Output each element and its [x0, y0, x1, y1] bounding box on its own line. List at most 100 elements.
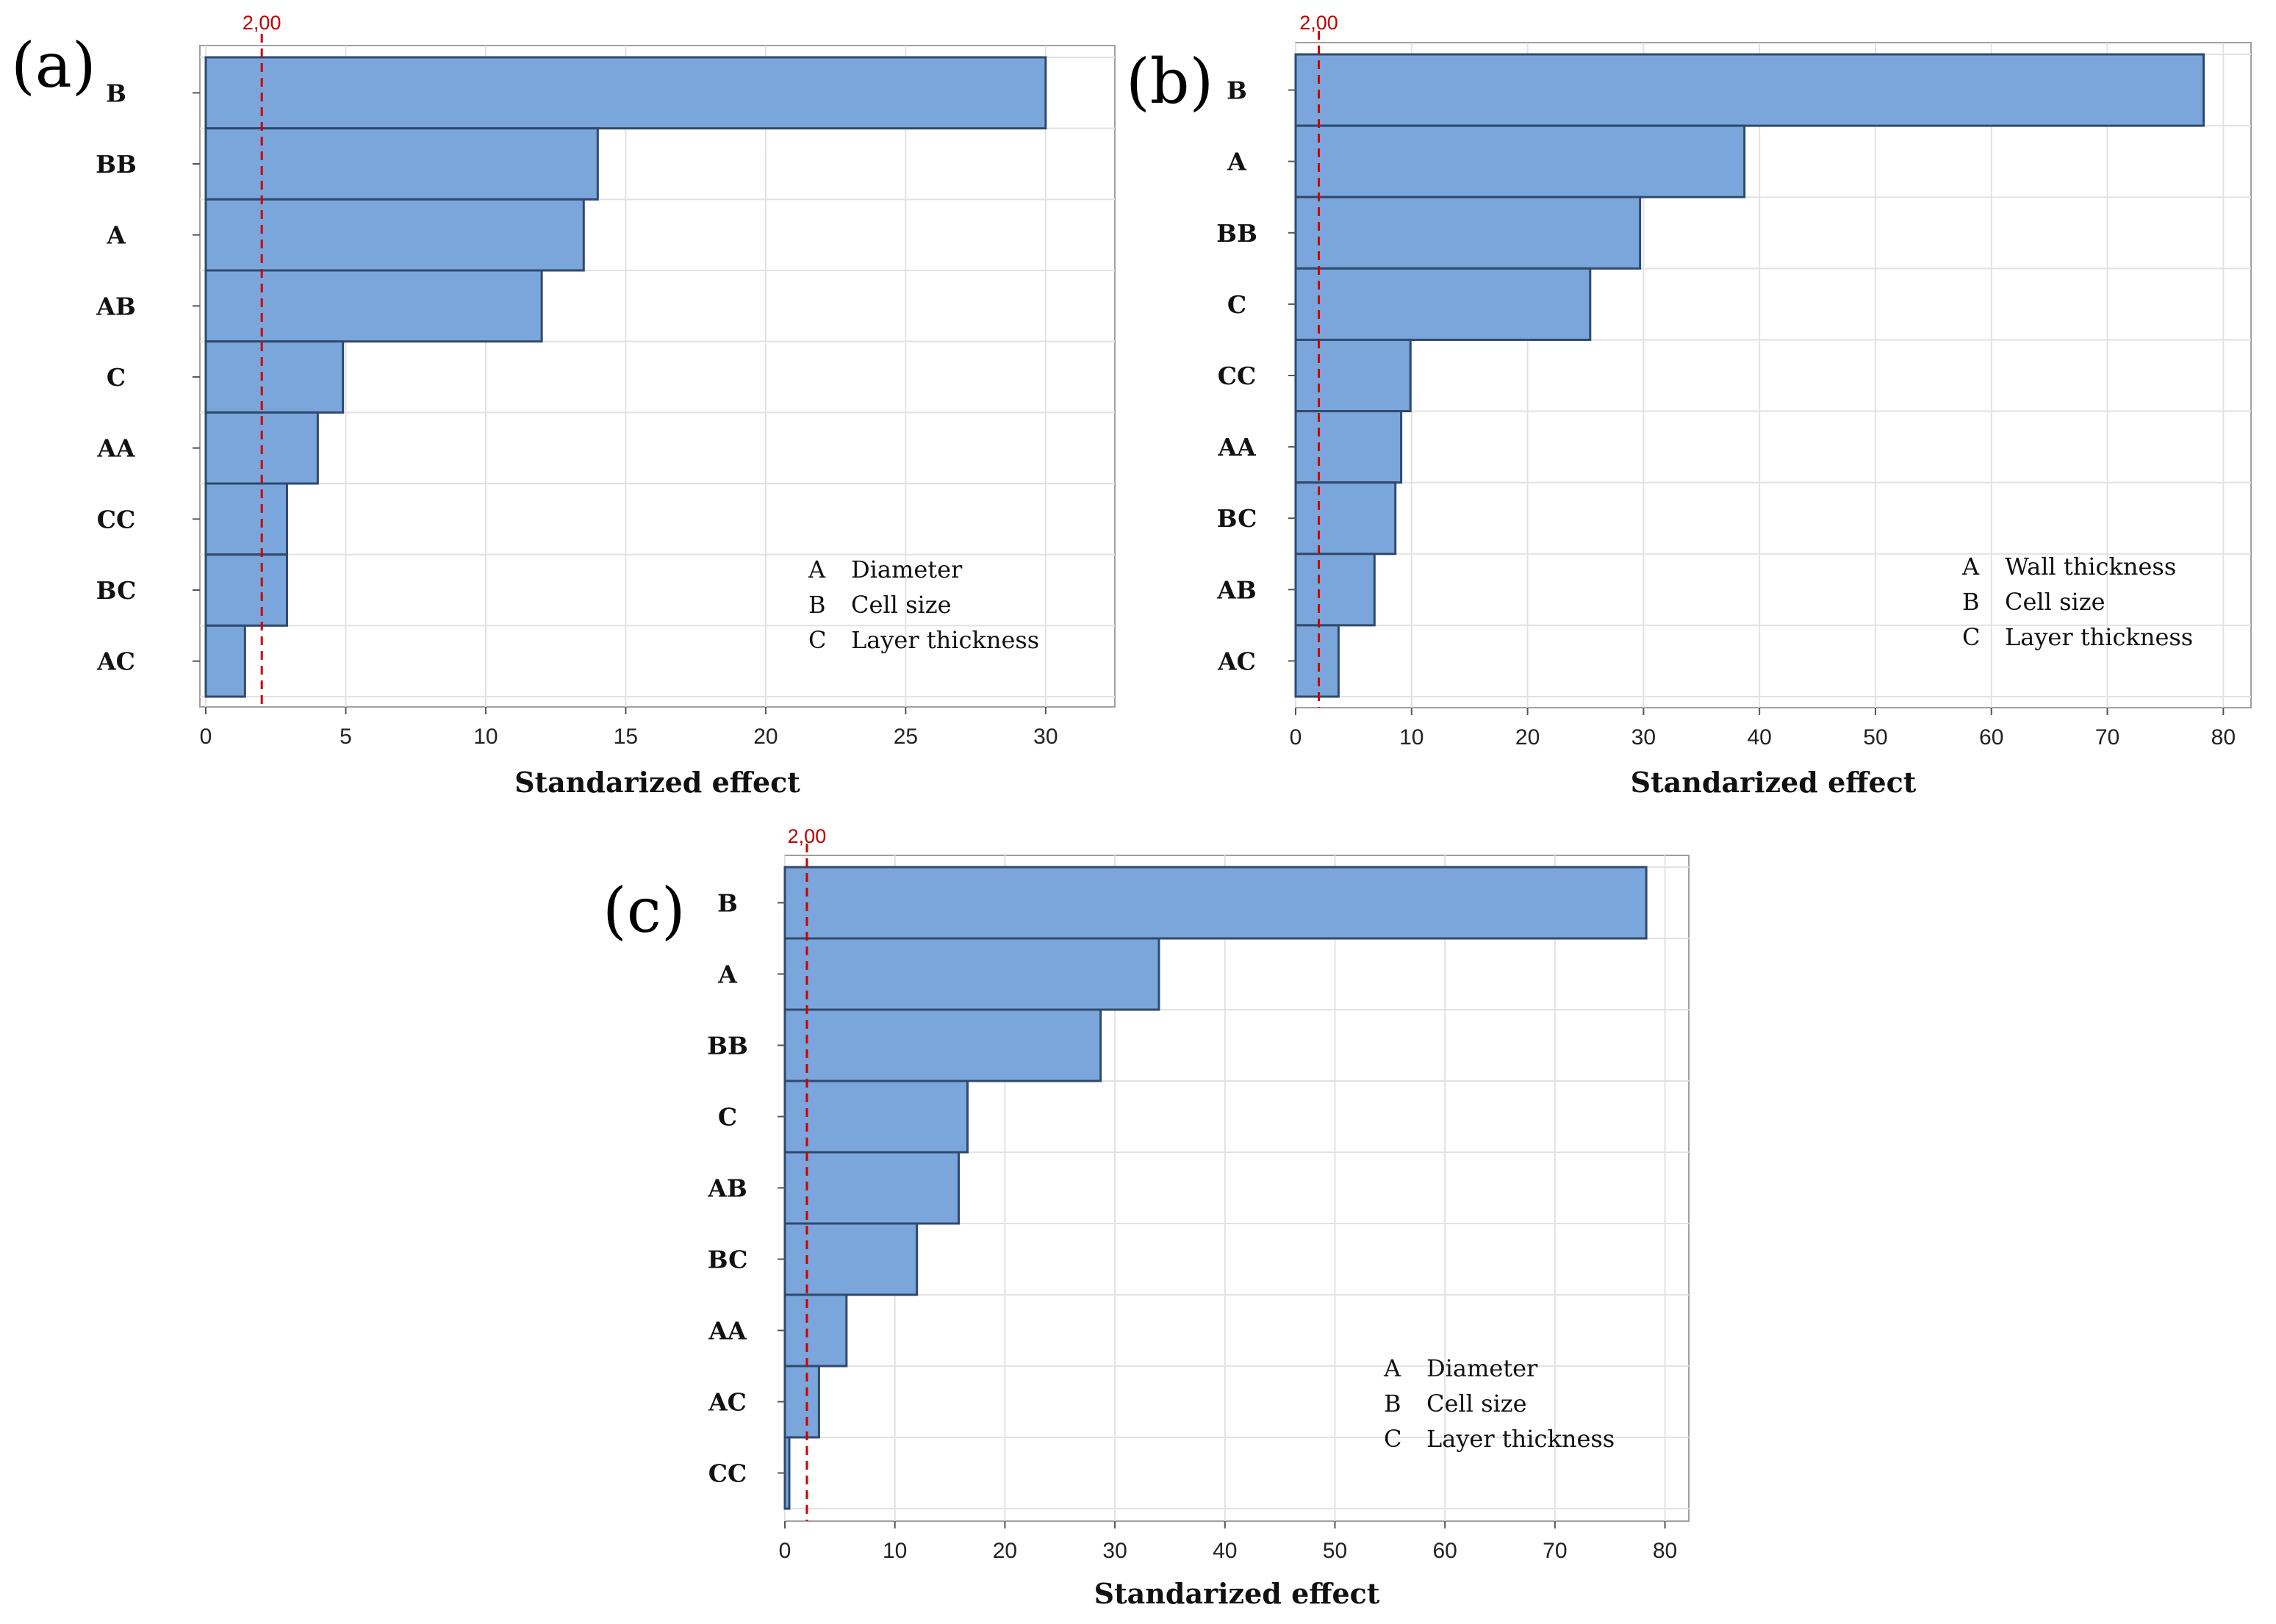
bar-bc [1294, 481, 1397, 556]
bar-b [783, 866, 1648, 940]
bar-bc [783, 1222, 919, 1296]
bar-c [783, 1079, 969, 1154]
category-label: AA [708, 1317, 747, 1345]
category-label: CC [708, 1459, 747, 1488]
bar-ac [783, 1365, 820, 1439]
bar-ac [204, 624, 246, 698]
bar-ab [204, 269, 543, 343]
x-tick-label: 10 [473, 725, 498, 749]
x-axis-title: Standarized effect [1094, 1577, 1380, 1610]
x-tick-label: 20 [993, 1539, 1017, 1563]
category-label: A [1227, 148, 1246, 176]
category-label: AA [96, 434, 135, 463]
x-tick-label: 10 [1399, 725, 1424, 750]
category-label: AB [1216, 575, 1257, 604]
bar-ab [783, 1151, 961, 1225]
x-tick-label: 20 [753, 725, 778, 749]
category-label: AC [96, 647, 135, 676]
bar-a [1294, 124, 1746, 198]
legend-key: B [808, 591, 826, 619]
x-tick-label: 30 [1033, 725, 1058, 749]
category-label: BC [96, 576, 137, 605]
bar-cc [783, 1436, 791, 1510]
bar-aa [783, 1293, 848, 1368]
category-label: B [1227, 76, 1247, 105]
x-axis-title: Standarized effect [1631, 766, 1917, 799]
x-tick-label: 30 [1102, 1539, 1127, 1563]
bar-c [1294, 267, 1592, 341]
legend-label: Cell size [2005, 588, 2106, 616]
category-label: BC [708, 1246, 748, 1274]
legend-label: Diameter [851, 556, 963, 583]
bar-bb [1294, 195, 1642, 270]
legend-key: B [1384, 1390, 1401, 1418]
legend-key: B [1962, 588, 1980, 616]
category-label: C [107, 363, 126, 392]
x-tick-label: 60 [1979, 725, 2003, 750]
legend-label: Cell size [851, 591, 952, 619]
bar-aa [1294, 410, 1403, 484]
bar-a [783, 937, 1160, 1011]
x-tick-label: 15 [614, 725, 638, 749]
category-label: B [106, 79, 126, 107]
x-tick-label: 5 [340, 725, 352, 749]
bar-bb [204, 127, 599, 201]
category-label: BB [707, 1032, 748, 1060]
x-tick-label: 70 [1543, 1539, 1567, 1563]
category-label: BB [1216, 219, 1257, 248]
legend-label: Layer thickness [1426, 1425, 1615, 1453]
panel-label: (c) [603, 874, 686, 946]
legend-label: Diameter [1426, 1354, 1538, 1382]
legend-key: A [1961, 553, 1980, 581]
x-tick-label: 0 [200, 725, 212, 749]
category-label: A [106, 221, 126, 250]
category-label: AB [96, 292, 136, 320]
category-label: BB [96, 150, 137, 179]
panel-label: (a) [11, 29, 96, 101]
x-axis-title: Standarized effect [514, 766, 800, 799]
category-label: BC [1217, 504, 1257, 533]
legend-label: Cell size [1426, 1390, 1527, 1418]
bar-cc [1294, 338, 1412, 413]
bar-bb [783, 1008, 1102, 1082]
x-tick-label: 0 [1290, 725, 1302, 750]
legend-key: C [1384, 1425, 1401, 1453]
bar-cc [204, 482, 288, 556]
category-label: C [1227, 290, 1246, 319]
legend-key: C [1962, 623, 1980, 651]
x-tick-label: 25 [894, 725, 918, 749]
legend-key: A [1383, 1354, 1401, 1382]
category-label: C [718, 1103, 737, 1132]
bar-b [1294, 53, 2205, 127]
category-label: CC [1218, 362, 1257, 390]
x-tick-label: 10 [883, 1539, 907, 1563]
bar-ac [1294, 624, 1340, 698]
x-tick-label: 50 [1323, 1539, 1347, 1563]
bar-b [204, 56, 1047, 130]
reference-line-label: 2,00 [243, 12, 281, 34]
category-label: AC [708, 1388, 747, 1417]
x-tick-label: 30 [1631, 725, 1656, 750]
x-tick-label: 40 [1213, 1539, 1237, 1563]
legend-key: A [808, 556, 826, 583]
category-label: B [717, 889, 738, 918]
legend-label: Layer thickness [2005, 623, 2193, 651]
category-label: A [717, 960, 737, 989]
category-label: CC [97, 505, 136, 533]
x-tick-label: 80 [1653, 1539, 1677, 1563]
x-tick-label: 70 [2095, 725, 2119, 750]
x-tick-label: 50 [1863, 725, 1887, 750]
x-tick-label: 20 [1515, 725, 1540, 750]
x-tick-label: 40 [1747, 725, 1771, 750]
bar-a [204, 198, 585, 272]
category-label: AC [1217, 647, 1256, 675]
reference-line-label: 2,00 [788, 825, 827, 847]
x-tick-label: 0 [779, 1539, 791, 1563]
panel-label: (b) [1126, 46, 1213, 118]
legend-label: Layer thickness [851, 626, 1039, 654]
legend-key: C [808, 626, 826, 654]
category-label: AB [707, 1174, 747, 1203]
